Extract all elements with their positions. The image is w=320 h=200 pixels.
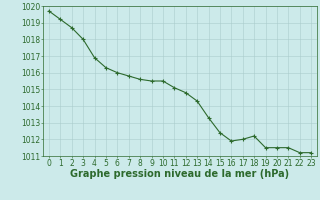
- X-axis label: Graphe pression niveau de la mer (hPa): Graphe pression niveau de la mer (hPa): [70, 169, 290, 179]
